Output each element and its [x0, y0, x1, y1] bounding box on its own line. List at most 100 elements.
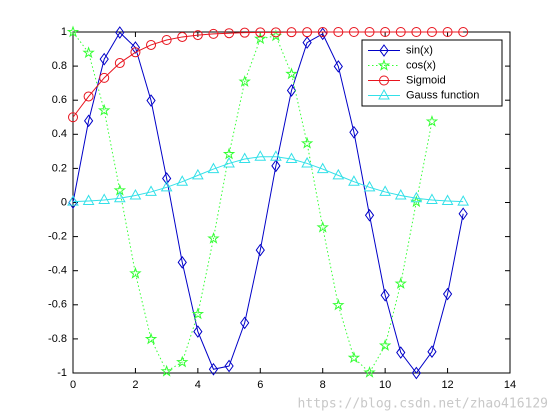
x-tick-label: 4	[195, 379, 201, 391]
marker	[379, 185, 391, 196]
y-tick-label: -0.6	[48, 299, 67, 311]
marker	[161, 35, 172, 46]
marker	[176, 175, 189, 186]
marker	[301, 156, 313, 168]
marker	[162, 172, 172, 185]
marker	[333, 27, 344, 37]
y-tick-label: 0.6	[52, 94, 67, 106]
marker	[177, 31, 188, 42]
marker	[441, 194, 454, 205]
legend-label: sin(x)	[406, 44, 433, 56]
marker	[316, 220, 329, 233]
marker	[83, 114, 94, 128]
marker	[394, 277, 407, 289]
marker	[224, 359, 234, 373]
marker	[302, 27, 313, 38]
marker	[129, 188, 142, 200]
marker	[426, 193, 438, 204]
marker	[193, 325, 203, 338]
marker	[66, 25, 80, 38]
marker	[286, 84, 297, 97]
marker	[98, 103, 111, 116]
marker	[300, 136, 314, 149]
marker	[223, 156, 235, 168]
marker	[380, 288, 390, 302]
marker	[82, 194, 95, 205]
legend-label: Gauss function	[406, 89, 479, 101]
series-line	[72, 31, 464, 118]
y-tick-label: 0.2	[52, 162, 67, 174]
marker	[254, 32, 267, 45]
marker	[458, 207, 468, 221]
marker	[83, 91, 94, 102]
marker	[411, 366, 421, 380]
x-tick-label: 12	[441, 379, 453, 391]
marker	[130, 41, 141, 54]
marker	[160, 180, 173, 192]
marker	[82, 46, 95, 59]
marker	[191, 307, 205, 320]
x-tick-label: 14	[504, 379, 516, 391]
marker	[395, 27, 406, 37]
legend-marker	[377, 58, 391, 71]
marker	[177, 255, 187, 269]
marker	[285, 152, 298, 164]
marker	[160, 364, 173, 377]
marker	[255, 27, 266, 38]
marker	[68, 112, 78, 123]
marker	[98, 193, 111, 204]
y-tick-label: 0.8	[52, 60, 67, 72]
marker	[426, 27, 437, 37]
marker	[270, 27, 281, 38]
marker	[113, 191, 126, 203]
marker	[224, 28, 235, 39]
y-tick-label: -0.8	[48, 333, 67, 345]
marker	[394, 188, 407, 200]
marker	[254, 150, 267, 161]
marker	[269, 29, 283, 42]
marker	[332, 168, 345, 180]
x-tick-label: 0	[70, 379, 76, 391]
marker	[67, 195, 79, 206]
marker	[427, 345, 437, 359]
marker	[363, 180, 376, 192]
legend-marker	[379, 75, 389, 86]
marker	[130, 47, 141, 58]
marker	[238, 75, 251, 87]
watermark: https://blog.csdn.net/zhao416129	[298, 397, 548, 412]
marker	[396, 346, 406, 359]
y-tick-label: 0	[61, 196, 67, 208]
marker	[286, 27, 297, 38]
marker	[145, 185, 157, 196]
marker	[99, 72, 110, 83]
marker	[348, 27, 359, 37]
marker	[207, 231, 220, 244]
marker	[285, 67, 298, 80]
marker	[238, 152, 251, 164]
x-tick-label: 6	[257, 379, 263, 391]
marker	[458, 27, 469, 37]
marker	[457, 195, 470, 206]
x-tick-label: 8	[320, 379, 326, 391]
legend-marker	[378, 88, 390, 100]
y-tick-label: -0.4	[48, 265, 67, 277]
marker	[410, 195, 423, 208]
marker	[146, 94, 156, 107]
y-tick-label: -1	[57, 367, 67, 379]
x-tick-label: 10	[379, 379, 391, 391]
marker	[208, 28, 219, 39]
y-tick-label: 0.4	[52, 128, 67, 140]
marker	[239, 27, 250, 38]
marker	[222, 147, 236, 160]
marker	[146, 39, 157, 50]
y-tick-label: -0.2	[48, 231, 67, 243]
marker	[442, 27, 453, 37]
marker	[114, 58, 125, 69]
marker	[363, 365, 376, 378]
legend-marker	[379, 44, 389, 57]
x-tick-label: 2	[132, 379, 138, 391]
marker	[271, 159, 281, 173]
marker	[192, 30, 203, 41]
marker	[129, 266, 142, 279]
marker	[349, 125, 359, 139]
